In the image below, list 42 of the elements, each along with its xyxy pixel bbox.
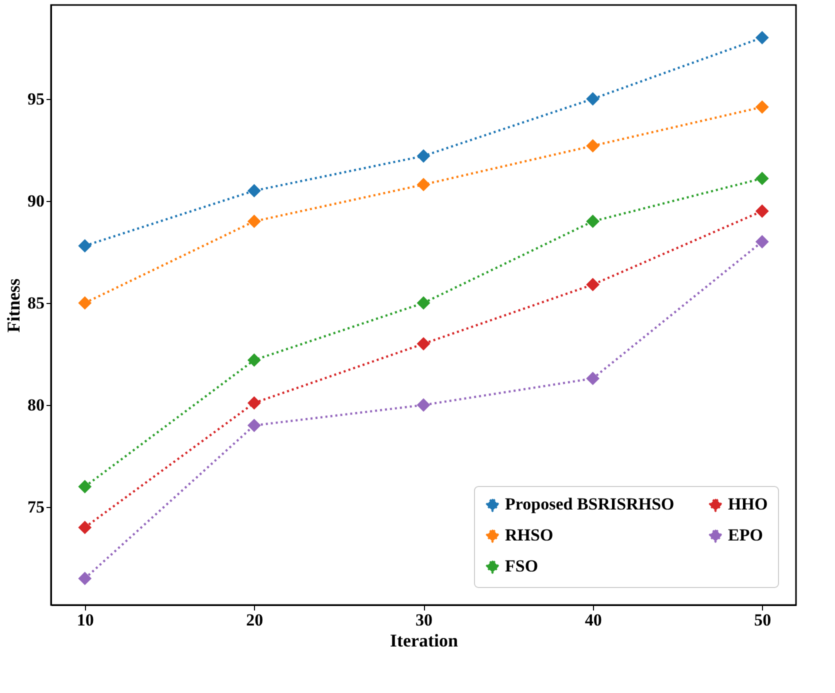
point — [247, 184, 261, 198]
point — [755, 235, 769, 248]
point — [247, 396, 261, 410]
point — [586, 372, 600, 386]
legend-label: HHO — [728, 494, 768, 514]
point — [586, 278, 600, 292]
point — [755, 172, 769, 186]
y-tick-label: 95 — [28, 89, 44, 108]
point — [416, 337, 430, 350]
y-tick-label: 85 — [28, 293, 44, 312]
point — [247, 418, 261, 432]
point — [586, 139, 600, 153]
point — [755, 204, 769, 218]
x-tick-label: 10 — [76, 610, 94, 630]
point — [586, 92, 600, 106]
y-tick-label: 75 — [28, 498, 44, 517]
x-tick-label: 30 — [416, 610, 432, 630]
y-axis-title: Fitness — [4, 278, 24, 332]
legend-label: EPO — [728, 526, 763, 544]
point — [247, 353, 261, 367]
point — [78, 520, 92, 534]
point — [416, 149, 430, 163]
point — [416, 178, 430, 192]
point — [78, 296, 92, 310]
point — [78, 572, 92, 586]
x-axis-title: Iteration — [390, 630, 458, 650]
legend-label: Proposed BSRISRHSO — [505, 494, 674, 514]
point — [586, 214, 600, 228]
point — [755, 100, 769, 114]
y-tick-label: 90 — [28, 191, 44, 210]
point — [416, 398, 430, 412]
point — [247, 214, 261, 228]
point — [755, 30, 769, 44]
y-tick-label: 80 — [28, 396, 44, 414]
point — [416, 296, 430, 310]
legend-label: RHSO — [505, 526, 554, 544]
x-tick-label: 50 — [754, 610, 772, 630]
legend-label: FSO — [505, 556, 538, 576]
x-tick-label: 40 — [584, 610, 602, 630]
x-tick-label: 20 — [246, 610, 264, 630]
point — [78, 239, 92, 253]
point — [78, 480, 92, 494]
